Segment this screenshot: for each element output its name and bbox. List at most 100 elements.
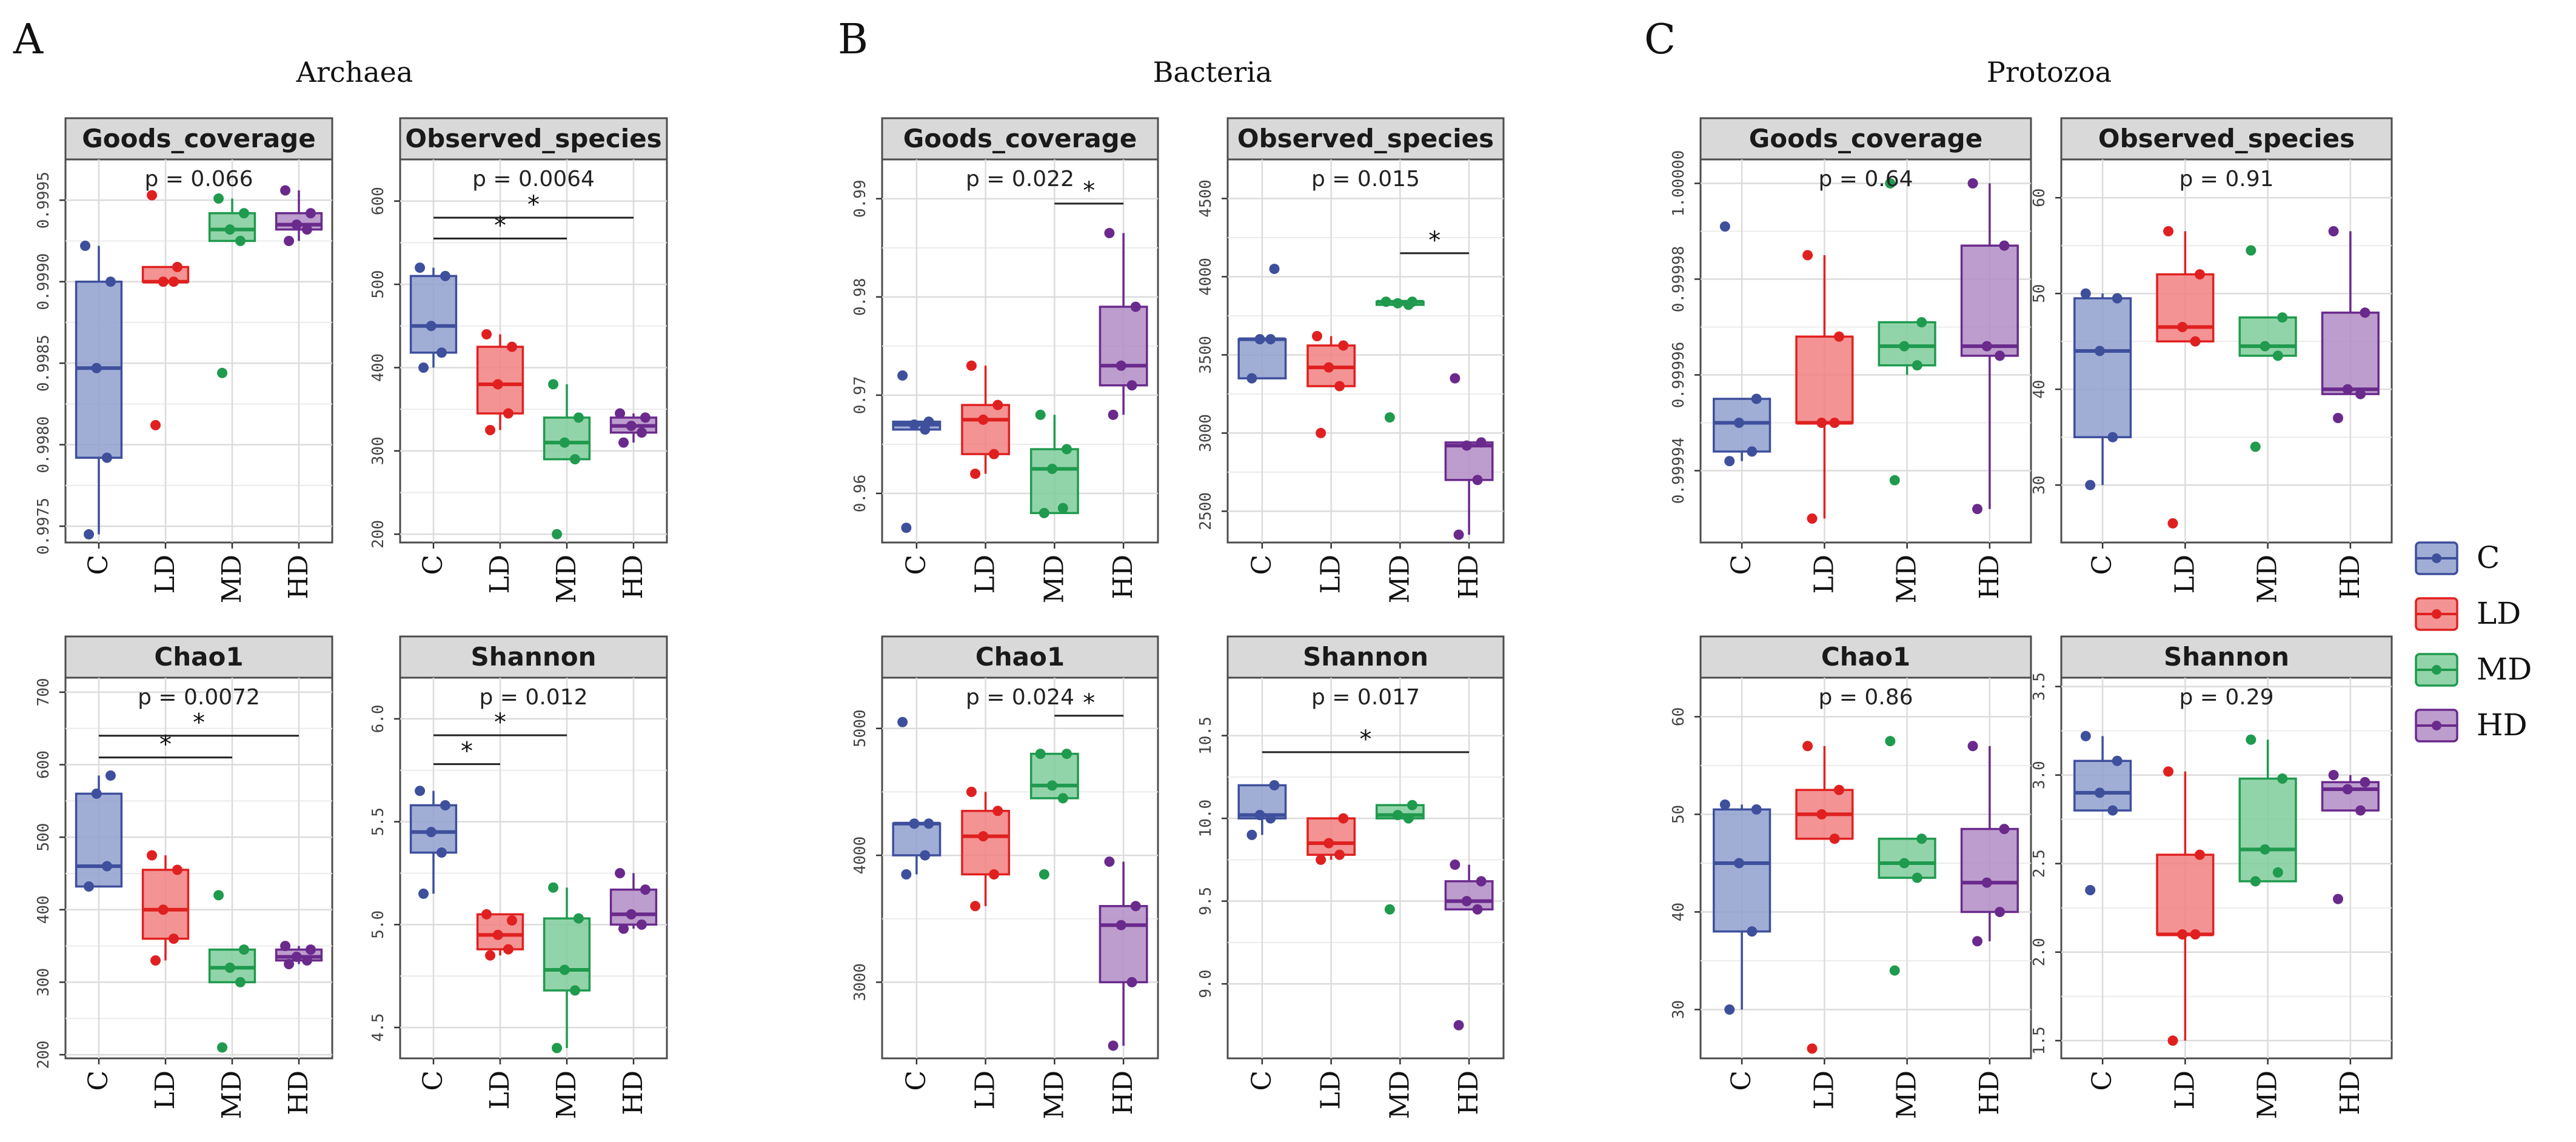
y-tick-label: 0.99994 — [1670, 438, 1688, 504]
x-tick-label: MD — [551, 1070, 582, 1119]
data-point — [1061, 749, 1072, 760]
legend-label: C — [2477, 540, 2500, 575]
data-point — [2190, 336, 2201, 347]
box-MD — [2238, 245, 2297, 452]
data-point — [235, 235, 246, 246]
data-point — [1751, 804, 1762, 815]
data-point — [1269, 780, 1280, 790]
x-tick-label: LD — [1808, 555, 1839, 594]
y-tick-label: 200 — [35, 1041, 53, 1069]
box-LD — [141, 850, 190, 966]
data-point — [150, 419, 161, 430]
y-tick-label: 0.9975 — [35, 498, 53, 555]
data-point — [1885, 736, 1896, 747]
data-point — [1733, 418, 1744, 428]
data-point — [291, 219, 302, 230]
data-point — [1916, 317, 1927, 328]
box-C — [75, 241, 123, 540]
significance-star: * — [494, 709, 506, 736]
data-point — [1450, 860, 1460, 870]
data-point — [1057, 503, 1068, 513]
data-point — [897, 370, 908, 381]
x-tick-label: HD — [618, 1070, 649, 1115]
data-point — [1384, 904, 1395, 915]
box-C — [1237, 264, 1287, 384]
x-tick-label: HD — [1453, 1070, 1484, 1115]
data-point — [2328, 770, 2339, 781]
data-point — [238, 208, 249, 219]
data-point — [2085, 479, 2096, 490]
y-tick-label: 500 — [369, 270, 387, 299]
facet-chao1: Chao1 30 40 50 60 p = 0.86 C LD MD HD — [1670, 635, 2032, 1119]
p-value-label: p = 0.0064 — [472, 167, 595, 192]
data-point — [970, 901, 981, 912]
x-tick-label: LD — [484, 555, 515, 594]
x-tick-label: MD — [2252, 555, 2283, 603]
plot-area — [1226, 676, 1505, 1060]
facet-strip — [1226, 117, 1505, 161]
data-point — [1912, 360, 1922, 371]
y-tick-label: 600 — [369, 187, 387, 215]
data-point — [84, 529, 95, 540]
box-iqr — [961, 810, 1011, 876]
data-point — [2080, 730, 2091, 741]
box-HD — [275, 941, 323, 969]
box-iqr — [2156, 273, 2215, 342]
data-point — [1972, 936, 1982, 947]
data-point — [992, 399, 1003, 410]
facet-strip — [399, 117, 668, 161]
data-point — [1453, 529, 1464, 540]
significance-star: * — [494, 212, 506, 240]
data-point — [1108, 409, 1119, 420]
box-C — [892, 370, 942, 533]
p-value-label: p = 0.91 — [2179, 167, 2273, 192]
x-tick-label: LD — [1316, 555, 1347, 594]
panel-title: Bacteria — [1153, 56, 1273, 88]
significance-star: * — [527, 191, 540, 219]
facet-strip — [1226, 635, 1505, 679]
data-point — [1802, 741, 1813, 752]
x-tick-label: MD — [216, 555, 247, 603]
data-point — [2277, 312, 2288, 323]
y-tick-label: 50 — [1670, 805, 1688, 824]
box-iqr — [1444, 441, 1494, 481]
x-tick-label: MD — [2252, 1070, 2283, 1119]
y-tick-label: 3000 — [851, 963, 869, 1001]
box-HD — [609, 408, 658, 448]
data-point — [284, 958, 295, 969]
legend-swatch-point — [2432, 721, 2441, 730]
x-tick-label: HD — [618, 555, 649, 599]
data-point — [105, 770, 116, 781]
y-tick-label: 1.00000 — [1670, 150, 1688, 217]
legend-item-ld: LD — [2415, 596, 2521, 631]
box-C — [75, 770, 123, 892]
data-point — [2167, 1035, 2178, 1046]
y-tick-label: 0.96 — [851, 475, 869, 513]
data-point — [305, 208, 316, 219]
box-LD — [2156, 226, 2215, 529]
facet-strip-label: Goods_coverage — [82, 124, 315, 153]
facet-chao1: Chao1 3000 4000 5000 * p = 0.024 C LD MD HD — [851, 635, 1159, 1119]
x-tick-label: C — [1246, 555, 1277, 575]
facet-strip-label: Goods_coverage — [903, 124, 1137, 153]
facet-strip-label: Shannon — [2164, 642, 2289, 672]
significance-star: * — [1428, 227, 1440, 255]
data-point — [1747, 926, 1758, 937]
legend-item-hd: HD — [2415, 707, 2527, 743]
data-point — [217, 367, 228, 378]
data-point — [1450, 373, 1460, 384]
y-tick-label: 4500 — [1197, 179, 1215, 218]
data-point — [1334, 849, 1345, 860]
data-point — [2167, 518, 2178, 529]
data-point — [91, 362, 102, 373]
facet-strip-label: Shannon — [1303, 642, 1428, 672]
data-point — [440, 270, 450, 281]
y-tick-label: 600 — [35, 750, 53, 779]
y-tick-label: 5.5 — [369, 807, 387, 836]
data-point — [2163, 226, 2174, 236]
data-point — [485, 425, 496, 436]
box-MD — [2238, 734, 2297, 887]
data-point — [1126, 380, 1137, 391]
